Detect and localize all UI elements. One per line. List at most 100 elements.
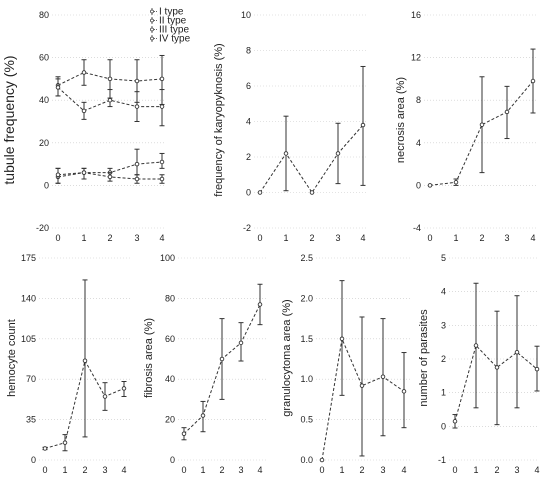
- x-tick-label: 4: [257, 465, 262, 475]
- data-point: [107, 174, 113, 180]
- x-tick-label: 4: [530, 233, 535, 243]
- data-point: [159, 176, 165, 182]
- x-tick-label: 2: [309, 233, 314, 243]
- y-tick-label: 2: [441, 354, 446, 364]
- data-point: [159, 159, 165, 165]
- x-tick-label: 2: [219, 465, 224, 475]
- series-4: [55, 167, 165, 184]
- y-axis-label: tubule frequency (%): [1, 55, 17, 184]
- y-tick-label: 20: [165, 415, 175, 425]
- y-tick-label: 1: [441, 388, 446, 398]
- y-tick-label: 10: [241, 10, 251, 20]
- data-point: [81, 70, 87, 75]
- x-tick-label: 1: [200, 465, 205, 475]
- data-point: [504, 109, 510, 115]
- x-tick-label: 3: [134, 233, 139, 243]
- data-point: [359, 383, 365, 388]
- data-point: [283, 151, 289, 156]
- data-point: [200, 413, 206, 418]
- data-point: [134, 78, 140, 84]
- data-point: [494, 365, 500, 370]
- y-tick-label: 175: [21, 253, 36, 263]
- y-tick-label: 4: [416, 138, 421, 148]
- y-tick-label: -4: [413, 223, 421, 233]
- y-tick-label: 4: [246, 117, 251, 127]
- y-tick-label: 0: [31, 455, 36, 465]
- y-tick-label: 140: [21, 293, 36, 303]
- x-tick-label: 0: [42, 465, 47, 475]
- x-tick-label: 3: [504, 233, 509, 243]
- series-line: [429, 80, 534, 186]
- x-tick-label: 2: [107, 233, 112, 243]
- data-point: [473, 343, 479, 348]
- y-axis-label: granulocytoma area (%): [281, 299, 293, 416]
- data-point: [534, 366, 540, 372]
- data-point: [479, 122, 485, 127]
- data-point: [81, 108, 87, 114]
- legend-label: IV type: [159, 34, 191, 45]
- series-2: [55, 78, 165, 127]
- data-point: [380, 374, 386, 380]
- data-point: [238, 340, 244, 346]
- y-tick-label: 2.0: [300, 293, 313, 303]
- y-tick-label: 8: [246, 46, 251, 56]
- series-1: [257, 65, 366, 195]
- data-point: [107, 97, 113, 103]
- data-point: [121, 386, 127, 391]
- y-axis-label: number of parasites: [418, 309, 430, 407]
- data-point: [134, 104, 140, 109]
- y-tick-label: 0: [246, 188, 251, 198]
- data-point: [452, 419, 458, 424]
- data-point: [219, 356, 225, 362]
- x-tick-label: 3: [380, 465, 385, 475]
- y-tick-label: 0: [44, 180, 49, 190]
- y-axis-label: necrosis area (%): [395, 77, 407, 163]
- data-point: [181, 431, 187, 436]
- data-point: [134, 176, 140, 182]
- x-tick-label: 3: [238, 465, 243, 475]
- x-tick-label: 1: [62, 465, 67, 475]
- chart-panel-4: 0 35 70 105 140 175 0 1 2 3 4 hemocyte count: [6, 253, 132, 475]
- y-tick-label: 35: [26, 415, 36, 425]
- legend-label: III type: [159, 25, 189, 36]
- y-tick-label: 80: [39, 10, 49, 20]
- y-tick-label: 8: [416, 95, 421, 105]
- chart-panel-6: 0.0 0.5 1.0 1.5 2.0 2.5 0 1 2 3 4 granulocytoma are…: [281, 253, 410, 475]
- data-point: [134, 161, 140, 167]
- x-tick-label: 4: [534, 465, 539, 475]
- y-tick-label: 40: [165, 374, 175, 384]
- data-point: [401, 389, 407, 394]
- series-line: [259, 124, 364, 194]
- legend-marker-icon: [150, 27, 154, 32]
- y-tick-label: -1: [438, 455, 446, 465]
- series-1: [427, 48, 536, 188]
- data-point: [514, 350, 520, 355]
- data-point: [427, 183, 433, 188]
- series-line: [454, 344, 538, 422]
- y-tick-label: 0: [170, 455, 175, 465]
- x-tick-label: 4: [159, 233, 164, 243]
- data-point: [335, 151, 341, 156]
- chart-panel-1: -20 0 20 40 60 80 0 1 2 3 4 tubule frequency (%) I t…: [1, 7, 191, 244]
- y-tick-label: 60: [165, 334, 175, 344]
- chart-panel-7: -1 0 1 2 3 4 5 0 1 2 3 4 number of parasites: [418, 253, 540, 475]
- x-tick-label: 1: [283, 233, 288, 243]
- x-tick-label: 1: [339, 465, 344, 475]
- y-tick-label: 100: [160, 253, 175, 263]
- y-axis-label: hemocyte count: [6, 319, 18, 397]
- y-tick-label: 12: [411, 53, 421, 63]
- y-axis-label: fibrosis area (%): [143, 318, 155, 398]
- data-point: [360, 122, 366, 128]
- y-tick-label: -2: [243, 223, 251, 233]
- legend-marker-icon: [150, 18, 154, 23]
- x-tick-label: 0: [55, 233, 60, 243]
- data-point: [530, 78, 536, 84]
- legend-label: II type: [159, 16, 187, 27]
- y-tick-label: 0.0: [300, 455, 313, 465]
- y-tick-label: 0.5: [300, 415, 313, 425]
- x-tick-label: 2: [494, 465, 499, 475]
- data-point: [102, 394, 108, 399]
- y-tick-label: 2.5: [300, 253, 313, 263]
